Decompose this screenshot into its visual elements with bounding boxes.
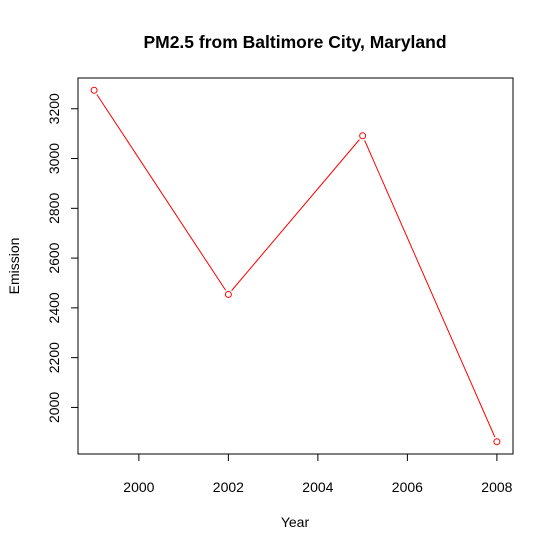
y-axis: 2000 2200 2400 2600 2800 3000 3200 [46,93,79,423]
x-axis: 2000 2002 2004 2006 2008 [123,453,513,495]
x-tick-label: 2000 [123,479,154,495]
x-tick-label: 2002 [213,479,244,495]
y-tick-label: 3000 [46,143,62,174]
y-axis-label: Emission [6,238,22,295]
y-tick-label: 2000 [46,392,62,423]
y-tick-label: 2600 [46,242,62,273]
x-axis-label: Year [281,514,310,530]
series-layer [90,86,501,446]
series-line-segment [96,94,227,291]
y-tick-label: 2400 [46,292,62,323]
y-tick-label: 2200 [46,342,62,373]
data-point [90,86,98,94]
chart-title: PM2.5 from Baltimore City, Maryland [143,32,446,52]
data-point [493,438,501,446]
data-point [359,132,367,140]
y-tick-label: 3200 [46,93,62,124]
x-tick-label: 2008 [481,479,512,495]
x-tick-label: 2004 [302,479,333,495]
series-line-segment [231,139,360,291]
x-tick-label: 2006 [392,479,423,495]
y-tick-label: 2800 [46,193,62,224]
data-point [224,290,232,298]
series-line-segment [364,140,496,438]
